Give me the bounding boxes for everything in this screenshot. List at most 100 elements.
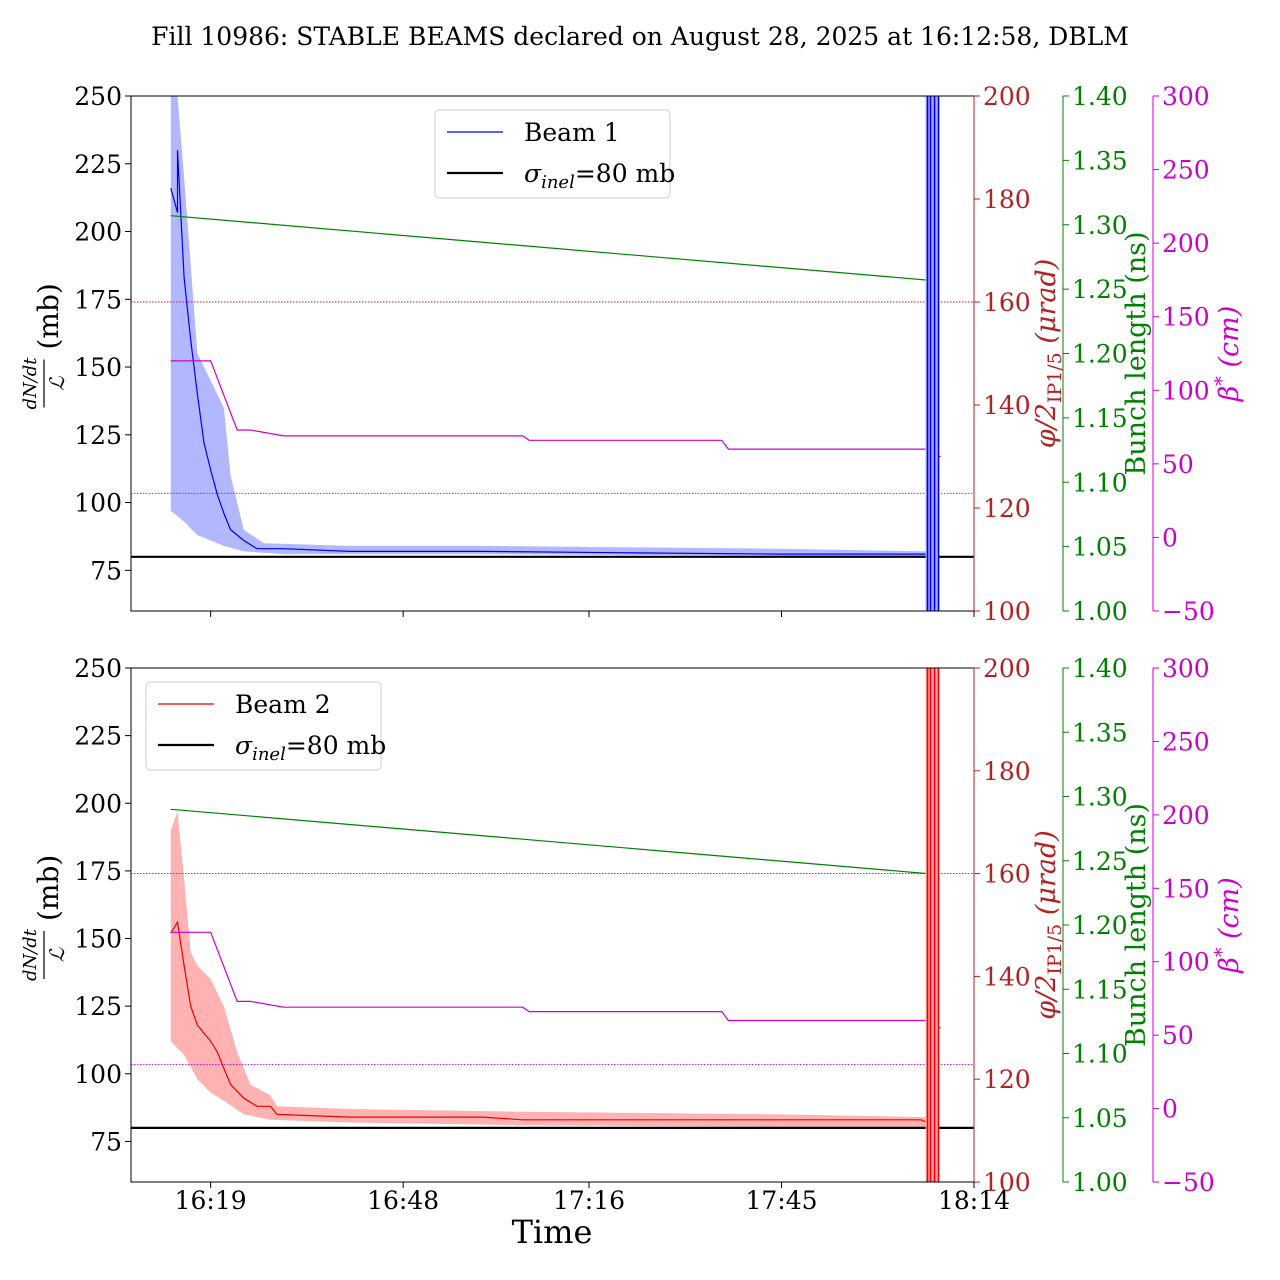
series-line--	[170, 360, 941, 458]
x-tick-label: 16:19	[175, 1186, 247, 1215]
left-tick-label: 125	[74, 421, 122, 450]
chart-title: Fill 10986: STABLE BEAMS declared on Aug…	[151, 22, 1129, 51]
left-label-unit: (mb)	[32, 283, 65, 349]
legend-label-sub: inel	[252, 744, 286, 765]
bunch-tick-label: 1.20	[1072, 911, 1128, 940]
crossing-tick-label: 120	[983, 494, 1031, 523]
beta-tick-label: 250	[1162, 727, 1210, 756]
legend: Beam 2 σinel=80 mb	[145, 681, 386, 771]
bunch-axis-label: Bunch length (ns)	[1121, 231, 1152, 475]
series-line-beam-2	[170, 920, 928, 1124]
panel-bottom: 75 100 125 150 175 200 225 250 100 120 140 160 180 20…	[20, 654, 1245, 1215]
left-tick-label: 150	[74, 353, 122, 382]
legend-label: σinel=80 mb	[235, 731, 386, 765]
left-tick-label: 175	[74, 285, 122, 314]
crossing-tick-label: 100	[983, 1168, 1031, 1197]
crossing-axis-label: φ/2IP1/5 (μrad)	[1031, 830, 1066, 1020]
legend-label: Beam 1	[524, 118, 620, 147]
beta-tick-label: 150	[1162, 874, 1210, 903]
series-band-beam2	[170, 811, 928, 1128]
beta-tick-label: 0	[1162, 523, 1178, 552]
legend-label-sub: inel	[541, 172, 575, 193]
series-line--	[170, 931, 941, 1029]
left-tick-label: 175	[74, 857, 122, 886]
crossing-label-sub: IP1/5	[1044, 352, 1066, 403]
crossing-tick-label: 200	[983, 82, 1031, 111]
left-tick-label: 200	[74, 789, 122, 818]
beta-tick-label: −50	[1162, 597, 1215, 626]
crossing-axis-label: φ/2IP1/5 (μrad)	[1031, 259, 1066, 449]
plot-area	[131, 96, 974, 611]
crossing-label-text: φ/2IP1/5 (μrad)	[1031, 259, 1066, 449]
left-tick-label: 225	[74, 150, 122, 179]
bunch-tick-label: 1.20	[1072, 340, 1128, 369]
crossing-tick-label: 200	[983, 654, 1031, 683]
crossing-tick-label: 180	[983, 757, 1031, 786]
beta-axis-label: β* (cm)	[1211, 306, 1245, 402]
left-tick-label: 200	[74, 218, 122, 247]
crossing-label-text: φ/2IP1/5 (μrad)	[1031, 830, 1066, 1020]
beta-tick-label: 100	[1162, 948, 1210, 977]
left-label-unit: (mb)	[32, 855, 65, 921]
legend-label-tail: =80 mb	[575, 159, 675, 188]
legend-label-main: Beam 1	[524, 118, 620, 147]
beta-tick-label: 200	[1162, 229, 1210, 258]
beta-tick-label: 300	[1162, 82, 1210, 111]
crossing-tick-label: 100	[983, 597, 1031, 626]
crossing-tick-label: 140	[983, 962, 1031, 991]
left-axis-label: dN/dt ℒ (mb)	[20, 855, 69, 981]
left-label-denominator: ℒ	[45, 376, 69, 391]
legend-label-main: Beam 2	[235, 690, 331, 719]
left-tick-label: 75	[90, 556, 122, 585]
crossing-label-unit: (μrad)	[1031, 830, 1062, 924]
beta-tick-label: 100	[1162, 376, 1210, 405]
legend-label-tail: =80 mb	[286, 731, 386, 760]
crossing-tick-label: 120	[983, 1065, 1031, 1094]
series-line-bunch-length	[170, 215, 928, 281]
left-tick-label: 100	[74, 489, 122, 518]
beta-label-unit: (cm)	[1214, 877, 1245, 947]
left-label-numerator: dN/dt	[20, 928, 41, 981]
crossing-label-unit: (μrad)	[1031, 259, 1062, 353]
plot-area	[131, 668, 974, 1182]
legend: Beam 1 σinel=80 mb	[434, 109, 675, 199]
beta-tick-label: 0	[1162, 1095, 1178, 1124]
beta-label-main: β	[1214, 386, 1245, 403]
bunch-tick-label: 1.35	[1072, 146, 1128, 175]
legend-label-main: σ	[524, 159, 542, 188]
legend-label-main: σ	[235, 731, 253, 760]
bunch-tick-label: 1.35	[1072, 718, 1128, 747]
series-line-beam-1	[170, 150, 928, 555]
bunch-tick-label: 1.10	[1072, 1040, 1128, 1069]
panel-top: 75 100 125 150 175 200 225 250 100 120 140 160 180 20…	[20, 82, 1245, 626]
bunch-tick-label: 1.40	[1072, 82, 1128, 111]
x-axis-label: Time	[512, 1213, 593, 1251]
beta-tick-label: 300	[1162, 654, 1210, 683]
left-tick-label: 225	[74, 722, 122, 751]
bunch-tick-label: 1.15	[1072, 404, 1128, 433]
legend-label: σinel=80 mb	[524, 159, 675, 193]
x-tick-label: 16:48	[367, 1186, 439, 1215]
beta-tick-label: −50	[1162, 1168, 1215, 1197]
crossing-tick-label: 160	[983, 860, 1031, 889]
crossing-label-main: φ/2	[1031, 403, 1062, 448]
left-tick-label: 250	[74, 654, 122, 683]
x-tick-label: 17:16	[553, 1186, 625, 1215]
beta-tick-label: 50	[1162, 1021, 1194, 1050]
left-tick-label: 250	[74, 82, 122, 111]
bunch-tick-label: 1.15	[1072, 975, 1128, 1004]
bunch-tick-label: 1.30	[1072, 783, 1128, 812]
left-axis-label: dN/dt ℒ (mb)	[20, 283, 69, 409]
panels: 75 100 125 150 175 200 225 250 100 120 140 160 180 20…	[20, 82, 1245, 1215]
beta-label-unit: (cm)	[1214, 306, 1245, 376]
beta-tick-label: 200	[1162, 801, 1210, 830]
left-tick-label: 125	[74, 992, 122, 1021]
left-label-denominator: ℒ	[45, 947, 69, 962]
beta-label-main: β	[1214, 957, 1245, 974]
bunch-axis-label: Bunch length (ns)	[1121, 803, 1152, 1047]
left-tick-label: 100	[74, 1060, 122, 1089]
beta-label-sup: *	[1211, 947, 1233, 957]
crossing-label-main: φ/2	[1031, 975, 1062, 1020]
beta-label-text: β* (cm)	[1211, 306, 1245, 402]
